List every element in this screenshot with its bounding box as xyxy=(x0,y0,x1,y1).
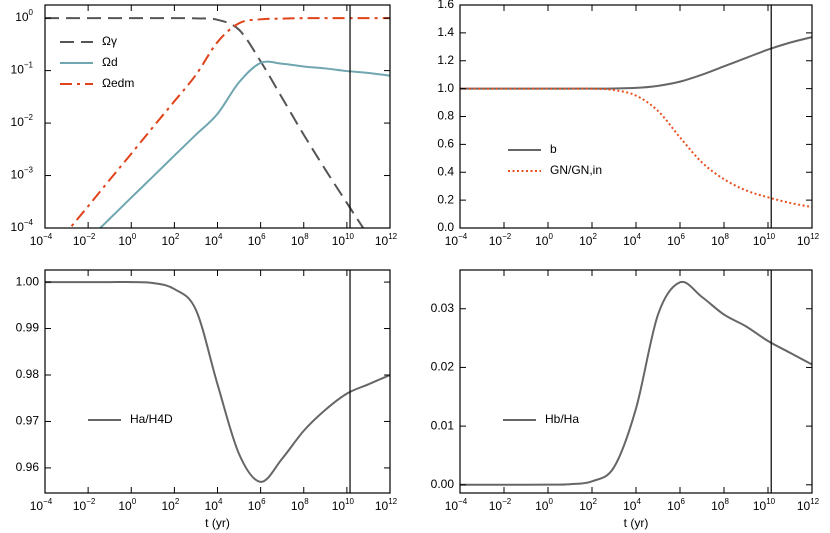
x-axis-label: t (yr) xyxy=(205,516,230,530)
x-tick-label: 106 xyxy=(248,232,266,248)
y-tick-label: 0.03 xyxy=(431,301,455,315)
legend-label: Hb/Ha xyxy=(545,412,579,426)
x-tick-label: 100 xyxy=(535,497,553,513)
x-tick-label: 1010 xyxy=(332,232,355,248)
x-tick-label: 102 xyxy=(161,497,179,513)
legend-label: Ha/H4D xyxy=(130,412,173,426)
x-tick-label: 10−4 xyxy=(30,497,53,513)
x-tick-label: 106 xyxy=(248,497,266,513)
legend-label: GN/GN,in xyxy=(550,163,602,177)
x-tick-label: 102 xyxy=(161,232,179,248)
legend-label: Ωγ xyxy=(102,34,117,48)
plot-frame xyxy=(44,269,391,494)
x-tick-label: 1010 xyxy=(753,497,776,513)
x-tick-label: 108 xyxy=(291,497,309,513)
x-tick-label: 108 xyxy=(711,497,729,513)
data-line xyxy=(45,281,390,483)
x-axis-label: t (yr) xyxy=(624,516,649,530)
x-tick-label: 10−4 xyxy=(30,232,53,248)
x-tick-label: 10−4 xyxy=(445,497,468,513)
x-tick-label: 100 xyxy=(535,232,553,248)
y-tick-label: 1.6 xyxy=(437,0,454,11)
x-tick-label: 1010 xyxy=(332,497,355,513)
x-tick-label: 100 xyxy=(118,232,136,248)
y-tick-label: 0.00 xyxy=(431,477,455,491)
x-tick-label: 10−2 xyxy=(489,497,512,513)
y-tick-label: 0.01 xyxy=(431,418,455,432)
y-tick-label: 100 xyxy=(15,8,33,24)
x-tick-label: 10−4 xyxy=(445,232,468,248)
y-tick-label: 10−1 xyxy=(11,61,34,77)
plot-frame xyxy=(459,4,813,229)
y-tick-label: 1.00 xyxy=(16,274,40,288)
x-tick-label: 100 xyxy=(118,497,136,513)
data-line xyxy=(460,87,812,209)
x-tick-label: 104 xyxy=(623,232,641,248)
y-tick-label: 10−2 xyxy=(11,113,34,129)
x-tick-label: 102 xyxy=(579,232,597,248)
x-tick-label: 10−2 xyxy=(73,497,96,513)
x-tick-label: 1010 xyxy=(753,232,776,248)
x-tick-label: 104 xyxy=(623,497,641,513)
y-tick-label: 10−4 xyxy=(11,218,34,234)
y-tick-label: 0.8 xyxy=(437,109,454,123)
plot-lines xyxy=(460,280,812,486)
y-tick-label: 0.98 xyxy=(16,367,40,381)
data-line xyxy=(68,17,390,228)
x-tick-label: 1012 xyxy=(375,497,398,513)
y-tick-label: 0.99 xyxy=(16,321,40,335)
x-tick-label: 108 xyxy=(711,232,729,248)
x-tick-label: 10−2 xyxy=(73,232,96,248)
x-tick-label: 1012 xyxy=(797,497,820,513)
y-tick-label: 0.0 xyxy=(437,220,454,234)
data-line xyxy=(460,280,812,486)
x-tick-label: 106 xyxy=(667,497,685,513)
plot-lines xyxy=(45,281,390,483)
x-tick-label: 1012 xyxy=(375,232,398,248)
x-tick-label: 104 xyxy=(205,497,223,513)
x-tick-label: 1012 xyxy=(797,232,820,248)
y-tick-label: 0.96 xyxy=(16,460,40,474)
y-tick-label: 1.4 xyxy=(437,25,454,39)
y-tick-label: 0.02 xyxy=(431,360,455,374)
x-tick-label: 106 xyxy=(667,232,685,248)
data-line xyxy=(460,36,812,90)
legend-label: Ωd xyxy=(102,55,118,69)
y-tick-label: 0.6 xyxy=(437,137,454,151)
x-tick-label: 102 xyxy=(579,497,597,513)
x-tick-label: 104 xyxy=(205,232,223,248)
plot-frame xyxy=(44,4,391,229)
y-tick-label: 0.97 xyxy=(16,414,40,428)
legend-label: Ωedm xyxy=(102,76,134,90)
plot-lines xyxy=(460,36,812,209)
y-tick-label: 0.4 xyxy=(437,164,454,178)
y-tick-label: 10−3 xyxy=(11,166,34,182)
x-tick-label: 10−2 xyxy=(489,232,512,248)
data-line xyxy=(45,17,365,228)
plot-lines xyxy=(45,17,390,228)
y-tick-label: 1.0 xyxy=(437,81,454,95)
data-line xyxy=(98,60,390,228)
y-tick-label: 0.2 xyxy=(437,192,454,206)
plot-frame xyxy=(459,269,813,494)
legend-label: b xyxy=(550,142,557,156)
y-tick-label: 1.2 xyxy=(437,53,454,67)
x-tick-label: 108 xyxy=(291,232,309,248)
